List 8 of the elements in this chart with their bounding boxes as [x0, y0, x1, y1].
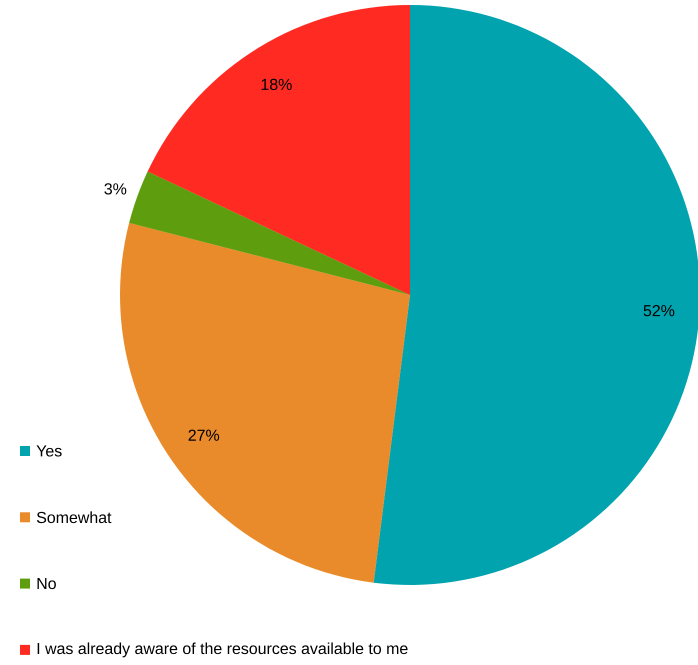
- legend-label: Somewhat: [36, 511, 112, 524]
- legend-label: Yes: [36, 445, 62, 457]
- legend-label: No: [38, 578, 56, 590]
- data-label: 18%: [262, 78, 292, 90]
- data-label: 52%: [644, 305, 674, 316]
- data-label: 27%: [188, 430, 220, 441]
- data-label: 3%: [104, 183, 126, 195]
- legend-label: I was already aware of the resources available to me: [38, 642, 408, 658]
